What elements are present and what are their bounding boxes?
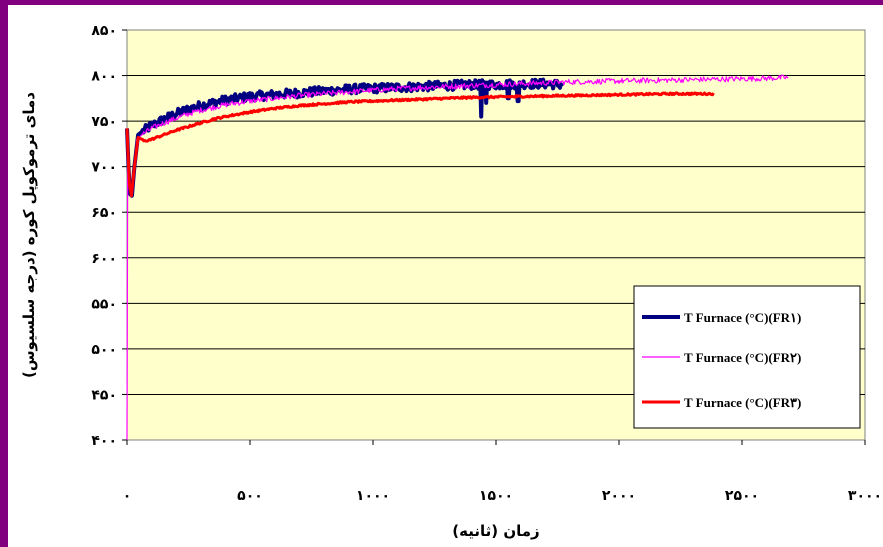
y-tick-label: ۷۰۰ [91, 160, 117, 176]
legend-label-2: T Furnace (°C)(FR۲) [684, 350, 801, 365]
x-axis-title: زمان (ثانیه) [452, 522, 539, 540]
series-line-1 [125, 77, 564, 198]
x-tick-label: ۵۰۰ [237, 488, 263, 504]
y-axis-title: دمای ترموکوپل کوره (درجه سلسیوس) [20, 92, 39, 378]
legend: T Furnace (°C)(FR۱) T Furnace (°C)(FR۲) T … [633, 285, 861, 429]
y-tick-label: ۶۵۰ [91, 205, 117, 221]
window-frame-left [0, 0, 8, 547]
x-tick-label: ۱۰۰۰ [356, 488, 390, 504]
y-tick-label: ۵۵۰ [91, 296, 117, 312]
window-frame-top [0, 0, 883, 5]
series-line-2 [126, 74, 789, 441]
y-tick-label: ۴۵۰ [91, 387, 117, 403]
series-layer [125, 74, 789, 441]
legend-label-1: T Furnace (°C)(FR۱) [684, 310, 801, 325]
y-tick-label: ۸۰۰ [91, 69, 117, 85]
y-tick-label: ۸۵۰ [91, 23, 117, 39]
series-line-3 [125, 91, 715, 198]
x-tick-label: ۲۰۰۰ [602, 488, 636, 504]
x-tick-label: ۳۰۰۰ [848, 488, 882, 504]
y-tick-label: ۶۰۰ [91, 251, 117, 267]
legend-label-3: T Furnace (°C)(FR۳) [684, 395, 801, 410]
y-axis-ticks: ۴۰۰ ۴۵۰ ۵۰۰ ۵۵۰ ۶۰۰ ۶۵۰ ۷۰۰ ۷۵۰ ۸۰۰ ۸۵۰ [91, 23, 127, 449]
y-tick-label: ۷۵۰ [91, 114, 117, 130]
x-tick-label: ۲۵۰۰ [725, 488, 759, 504]
y-tick-label: ۵۰۰ [91, 342, 117, 358]
grid-lines [127, 75, 865, 395]
y-tick-label: ۴۰۰ [91, 433, 117, 449]
x-axis-ticks: ۰ ۵۰۰ ۱۰۰۰ ۱۵۰۰ ۲۰۰۰ ۲۵۰۰ ۳۰۰۰ [123, 440, 882, 504]
x-tick-label: ۱۵۰۰ [479, 488, 513, 504]
x-tick-label: ۰ [123, 488, 132, 504]
